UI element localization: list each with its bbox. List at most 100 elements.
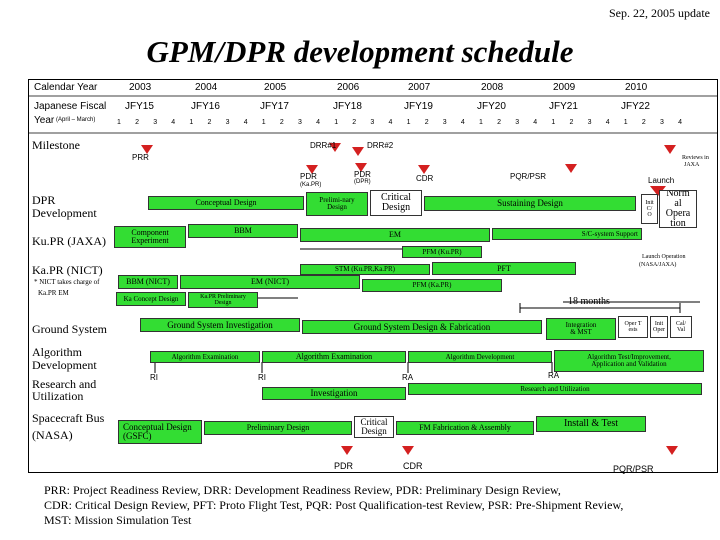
- bar-sc-support: S/C-system Support: [492, 228, 642, 240]
- bar-critical-design: Critical Design: [370, 190, 422, 216]
- pqr-psr-bottom-label: PQR/PSR: [613, 464, 654, 474]
- quarter-label: 1: [479, 119, 483, 126]
- legend: PRR: Project Readiness Review, DRR: Deve…: [44, 483, 623, 528]
- bar-normal-operation: Norm al Opera tion: [659, 190, 697, 228]
- fiscal-year-JFY21: JFY21: [549, 101, 578, 112]
- bar-bbm-nict: BBM (NICT): [118, 275, 178, 289]
- cdr-marker: [418, 165, 430, 174]
- bar-init-line2: C/: [646, 206, 653, 212]
- bar-critical-line2: Design: [381, 202, 411, 213]
- launch-marker: [650, 186, 666, 196]
- calendar-year-label: Calendar Year: [34, 82, 98, 93]
- prr-marker: [141, 145, 153, 154]
- ri-ra-markers: [154, 362, 553, 373]
- quarter-label: 4: [533, 119, 538, 126]
- quarter-label: 1: [189, 119, 194, 126]
- quarter-label: 2: [424, 119, 429, 126]
- bar-component-line1: Component: [131, 228, 169, 237]
- bar-ka-concept-design: Ka Concept Design: [116, 292, 186, 306]
- fiscal-year-JFY20: JFY20: [477, 101, 506, 112]
- fiscal-year-JFY15: JFY15: [125, 101, 154, 112]
- row-label-dpr-2: Development: [32, 206, 97, 220]
- pdr-kapr-label: PDR: [300, 172, 317, 181]
- bar-gs-investigation: Ground System Investigation: [140, 318, 300, 332]
- calendar-year-2006: 2006: [337, 82, 360, 93]
- quarter-label: 4: [605, 119, 610, 126]
- bar-em: EM: [300, 228, 490, 242]
- row-note-kapr: * NICT takes charge of: [34, 278, 100, 286]
- bar-critical-sc-line2: Design: [361, 426, 387, 436]
- quarter-label: 2: [135, 119, 139, 126]
- quarter-label: 4: [678, 119, 682, 126]
- bar-norm-line4: tion: [670, 218, 686, 228]
- ra-label-1: RA: [402, 373, 414, 382]
- pqr-bottom-marker: [666, 446, 678, 455]
- legend-line-3: MST: Mission Simulation Test: [44, 513, 192, 527]
- row-note-kapr-2: Ka.PR EM: [38, 289, 69, 297]
- launch-ops-label: Launch Operation: [642, 254, 686, 260]
- bar-component-experiment: Component Experiment: [114, 226, 186, 248]
- reviews-label-2: JAXA: [684, 162, 700, 168]
- fiscal-year-note: (April – March): [56, 117, 96, 123]
- bar-em-nict: EM (NICT): [180, 275, 360, 289]
- legend-line-1: PRR: Project Readiness Review, DRR: Deve…: [44, 483, 561, 497]
- quarter-label: 3: [298, 119, 302, 126]
- cdr-label: CDR: [416, 174, 434, 183]
- launch-label: Launch: [648, 176, 675, 185]
- calendar-year-2009: 2009: [553, 82, 576, 93]
- cdr-bottom-label: CDR: [403, 461, 423, 471]
- drr1-label: DRR#1: [310, 141, 337, 150]
- ri-label-1: RI: [150, 373, 158, 382]
- bar-algorithm-exam-1: Algorithm Examination: [150, 351, 260, 363]
- quarter-label: 2: [352, 119, 357, 126]
- pqr-psr-label: PQR/PSR: [510, 172, 547, 181]
- bar-norm-line3: Opera: [665, 208, 691, 219]
- row-label-research: Research and: [32, 377, 97, 391]
- eighteen-months-bracket: [519, 303, 681, 313]
- bar-init-oper-line1: Init: [654, 321, 664, 327]
- bar-algorithm-exam-2: Algorithm Examination: [262, 351, 406, 363]
- pdr-dpr-sub: (DPR): [354, 179, 371, 185]
- bar-pfm-kapr: PFM (Ka.PR): [362, 279, 502, 292]
- update-date: Sep. 22, 2005 update: [609, 6, 710, 20]
- bar-cal-val: Cal/Val: [670, 316, 692, 338]
- quarter-label: 3: [515, 119, 520, 126]
- bar-prelim-line2: Design: [327, 203, 347, 211]
- milestone-triangles: [141, 143, 678, 455]
- quarter-label: 1: [261, 119, 266, 126]
- drr2-marker: [352, 147, 364, 156]
- bar-integration-line1: Integration: [565, 321, 597, 329]
- pdr-bottom-marker: [341, 446, 353, 455]
- fiscal-year-label: Japanese Fiscal: [34, 101, 107, 112]
- pdr-bottom-label: PDR: [334, 461, 354, 471]
- bar-oper-tests-line2: ests: [628, 327, 638, 333]
- drr2-label: DRR#2: [367, 141, 394, 150]
- cdr-bottom-marker: [402, 446, 414, 455]
- bar-conceptual-design: Conceptual Design: [148, 196, 304, 210]
- quarter-label: 2: [207, 119, 212, 126]
- bar-cal-val-line2: Val: [677, 327, 685, 333]
- prr-label: PRR: [132, 153, 149, 162]
- bar-algorithm-development: Algorithm Development: [408, 351, 552, 363]
- page-title: GPM/DPR development schedule: [146, 34, 574, 69]
- legend-line-2: CDR: Critical Design Review, PFT: Proto …: [44, 498, 624, 512]
- fiscal-year-JFY17: JFY17: [260, 101, 289, 112]
- quarter-label: 3: [442, 119, 447, 126]
- pqr-psr-marker: [565, 164, 577, 173]
- quarter-label: 3: [370, 119, 375, 126]
- bar-conceptual-gsfc-line2: (GSFC): [123, 431, 152, 441]
- fiscal-year-JFY19: JFY19: [404, 101, 433, 112]
- bar-algorithm-test: Algorithm Test/Improvement, Application a…: [554, 350, 704, 372]
- bar-kapr-prelim-line2: Design: [214, 300, 232, 306]
- fiscal-year-JFY16: JFY16: [191, 101, 220, 112]
- row-label-spacecraft-2: (NASA): [32, 428, 73, 442]
- bar-integration-mst: Integration & MST: [546, 318, 616, 340]
- ra-label-2: RA: [548, 371, 560, 380]
- calendar-year-2003: 2003: [129, 82, 152, 93]
- pdr-dpr-label: PDR: [354, 170, 371, 179]
- bar-stm: STM (Ku.PR,Ka.PR): [300, 264, 430, 275]
- bar-sustaining-design: Sustaining Design: [424, 196, 636, 211]
- quarter-label: 1: [117, 119, 121, 126]
- quarter-label: 1: [406, 119, 411, 126]
